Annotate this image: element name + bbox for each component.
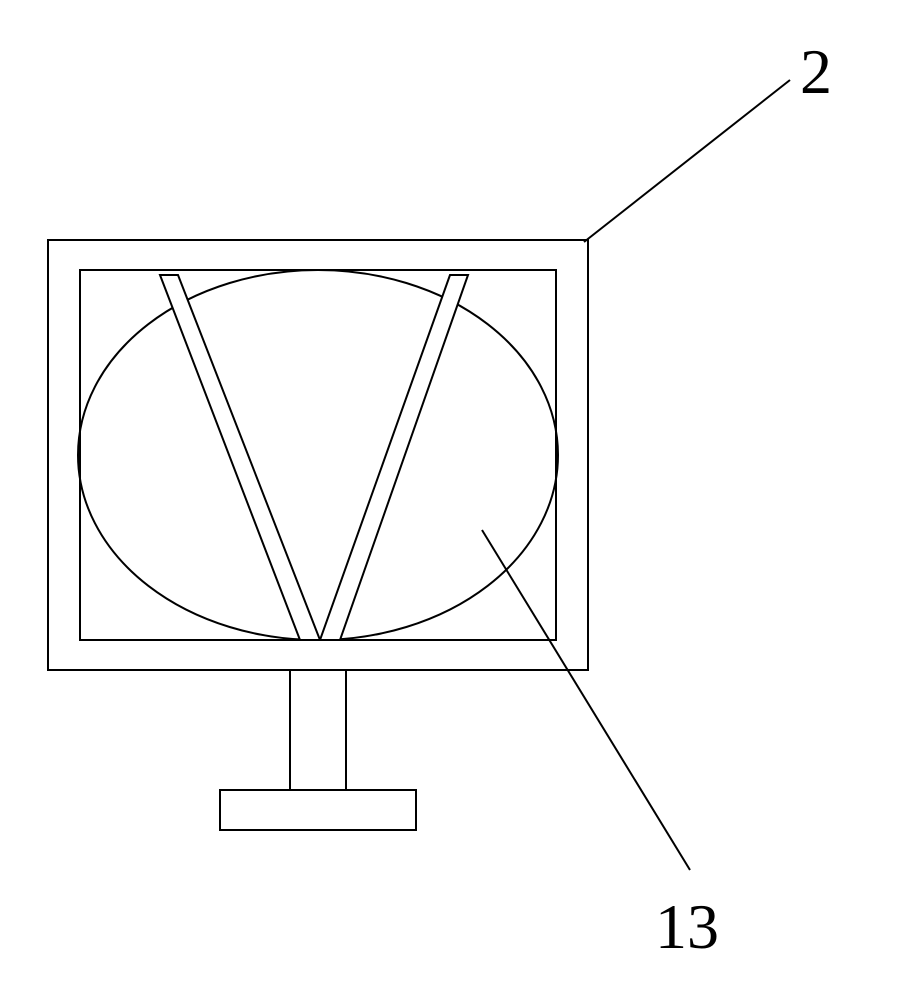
blade-left [160, 275, 320, 640]
drawing-canvas [0, 0, 914, 1000]
label-13: 13 [655, 890, 719, 964]
leader-line-2 [584, 80, 790, 242]
inner-frame [80, 270, 556, 640]
outer-frame [48, 240, 588, 670]
label-2: 2 [800, 35, 832, 109]
blade-right [320, 275, 468, 640]
stand-base [220, 790, 416, 830]
fan-housing [78, 270, 558, 640]
stand-neck [290, 670, 346, 790]
leader-line-13 [482, 530, 690, 870]
